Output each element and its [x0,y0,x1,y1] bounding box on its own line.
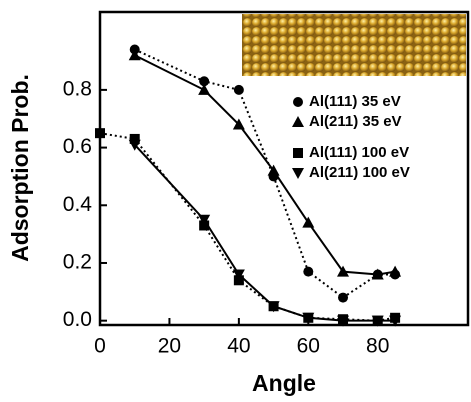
y-tick-label: 0.4 [63,193,93,216]
data-point [233,84,244,95]
surface-image [242,14,466,76]
x-tick-label: 80 [366,335,389,358]
y-axis-label: Adsorption Prob. [7,74,33,262]
x-tick-label: 0 [94,335,106,358]
data-point [95,128,105,139]
legend-label: Al(111) 35 eV [309,93,401,110]
series-line [134,54,396,276]
data-point [302,312,315,324]
x-tick-label: 20 [158,335,181,358]
data-point [267,301,280,313]
data-point [389,315,402,327]
legend-label: Al(211) 100 eV [309,164,410,181]
legend-marker [293,97,303,107]
series-line [134,48,396,299]
data-point [198,214,211,226]
data-point [128,49,141,61]
series-line [133,144,396,322]
legend-marker [292,116,304,127]
series-line [99,132,396,322]
data-point [302,216,315,228]
legend-marker [292,168,304,179]
y-tick-label: 0.8 [63,77,92,100]
data-point [198,83,211,95]
legend-label: Al(211) 35 eV [309,113,402,130]
data-point [337,315,350,327]
plot-frame [98,10,470,327]
data-point [337,265,350,277]
y-tick-label: 0.6 [63,135,92,158]
data-point [129,133,140,144]
legend-label: Al(111) 100 eV [309,144,409,161]
y-tick-label: 0.2 [63,251,92,274]
data-point [232,269,245,281]
data-point [199,76,210,87]
data-point [303,266,314,277]
y-tick-label: 0.0 [63,308,92,331]
data-point [338,292,349,303]
x-tick-label: 60 [297,335,320,358]
data-point [371,315,384,327]
data-point [389,265,402,277]
data-point [232,118,245,130]
data-point [267,164,280,176]
x-axis-label: Angle [252,370,316,396]
data-point [128,139,141,151]
legend-marker [293,148,303,158]
data-point [371,268,384,280]
x-tick-label: 40 [227,335,250,358]
